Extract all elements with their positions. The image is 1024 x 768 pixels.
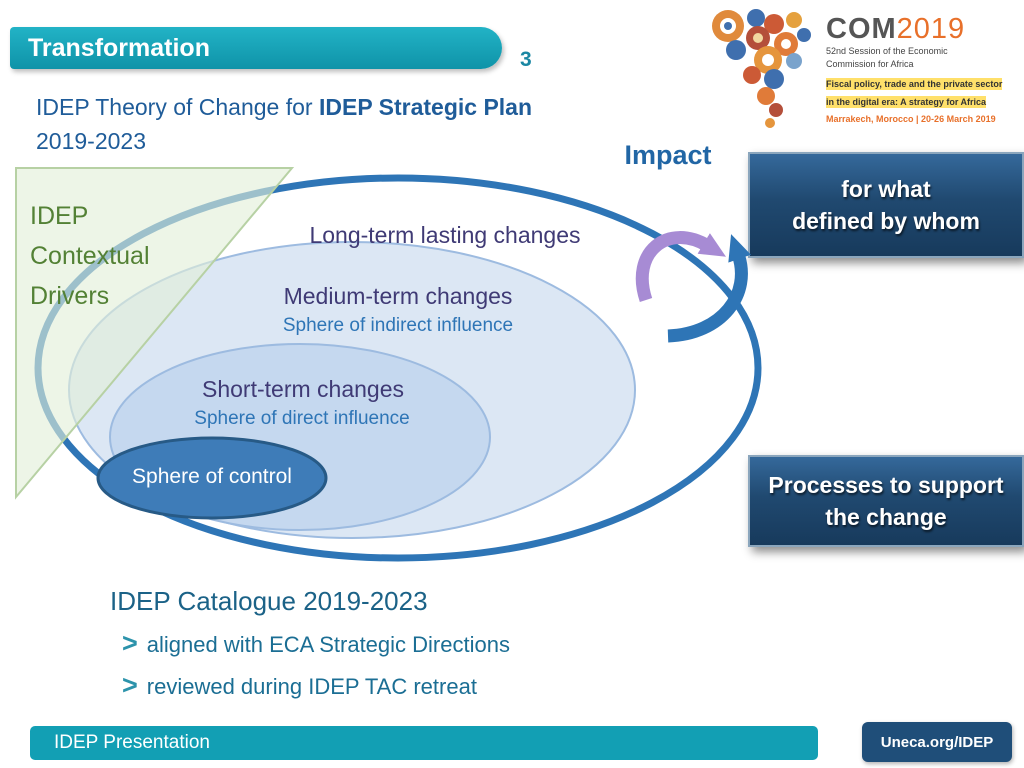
slide-banner: Transformation xyxy=(10,27,502,69)
ellipse-sphere-of-control xyxy=(96,436,328,520)
processes-line2: the change xyxy=(825,503,947,530)
footer-bar: IDEP Presentation xyxy=(30,726,818,760)
com2019-logo: COM2019 52nd Session of the Economic Com… xyxy=(698,4,1022,138)
uneca-link-button[interactable]: Uneca.org/IDEP xyxy=(862,722,1012,762)
sphere-of-control-label: Sphere of control xyxy=(132,465,292,488)
logo-brand: COM2019 xyxy=(826,14,1022,44)
logo-tagline-line2: in the digital era: A strategy for Afric… xyxy=(826,96,987,108)
cycle-arrow-blue-icon xyxy=(667,234,751,343)
footer-presentation-label: IDEP Presentation xyxy=(54,732,210,753)
logo-tagline-line1: Fiscal policy, trade and the private sec… xyxy=(826,78,1003,90)
slide-title: IDEP Theory of Change for IDEP Strategic… xyxy=(36,90,532,158)
processes-box: Processes to support the change xyxy=(748,455,1024,547)
short-term-label: Short-term changes xyxy=(202,376,404,402)
catalogue-bullet-2-text: reviewed during IDEP TAC retreat xyxy=(146,674,477,699)
short-term-sublabel: Sphere of direct influence xyxy=(194,408,410,429)
medium-term-label: Medium-term changes xyxy=(283,283,513,309)
catalogue-bullet-2: > reviewed during IDEP TAC retreat xyxy=(122,670,477,701)
logo-text-block: COM2019 52nd Session of the Economic Com… xyxy=(826,4,1022,138)
for-what-box: for what defined by whom xyxy=(748,152,1024,258)
catalogue-bullet-1: > aligned with ECA Strategic Directions xyxy=(122,628,510,659)
page-number: 3 xyxy=(520,48,532,71)
bullet-marker-icon: > xyxy=(122,628,138,658)
catalogue-bullet-1-text: aligned with ECA Strategic Directions xyxy=(146,632,510,657)
contextual-drivers-triangle xyxy=(15,167,295,500)
logo-session-line1: 52nd Session of the Economic xyxy=(826,46,948,56)
for-what-line1: for what xyxy=(841,175,931,202)
slide-title-line1: IDEP Theory of Change for IDEP Strategic… xyxy=(36,90,532,124)
contextual-drivers-label: IDEP Contextual Drivers xyxy=(30,202,150,310)
bullet-marker-icon: > xyxy=(122,670,138,700)
impact-label: Impact xyxy=(624,140,712,170)
catalogue-title: IDEP Catalogue 2019-2023 xyxy=(110,586,428,616)
cycle-arrow-purple-icon xyxy=(635,231,727,303)
slide-title-bold: IDEP Strategic Plan xyxy=(318,94,533,120)
logo-brand-year: 2019 xyxy=(896,13,966,45)
logo-session-line2: Commission for Africa xyxy=(826,59,914,69)
banner-title: Transformation xyxy=(28,34,210,62)
logo-tagline: Fiscal policy, trade and the private sec… xyxy=(826,74,1022,110)
for-what-line2: defined by whom xyxy=(792,207,980,234)
medium-term-sublabel: Sphere of indirect influence xyxy=(282,315,514,336)
slide-title-line2: 2019-2023 xyxy=(36,128,146,154)
long-term-label: Long-term lasting changes xyxy=(309,222,581,248)
slide-title-normal: IDEP Theory of Change for xyxy=(36,94,319,120)
logo-brand-com: COM xyxy=(826,13,897,45)
africa-mosaic-icon xyxy=(712,9,811,128)
logo-event-line: Marrakech, Morocco | 20-26 March 2019 xyxy=(826,114,996,124)
processes-line1: Processes to support xyxy=(768,471,1004,498)
